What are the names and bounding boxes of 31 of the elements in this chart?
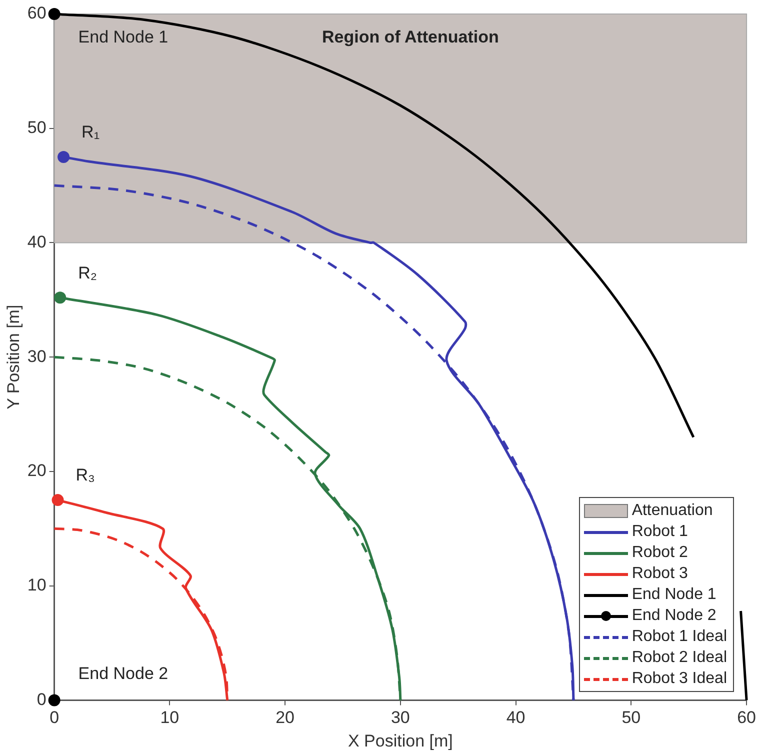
x-tick-label: 10 — [160, 708, 180, 728]
x-tick-label: 60 — [737, 708, 756, 728]
x-tick-label: 20 — [276, 708, 295, 728]
x-axis-title: X Position [m] — [348, 731, 453, 750]
y-tick-label: 40 — [27, 232, 46, 252]
y-tick-label: 60 — [27, 4, 46, 23]
annotation: End Node 2 — [78, 664, 168, 683]
annotation: R₂ — [78, 263, 97, 282]
legend-label: Robot 3 — [632, 564, 688, 582]
legend-label: Robot 1 — [632, 522, 688, 540]
legend-label: End Node 2 — [632, 606, 716, 624]
y-tick-label: 0 — [36, 690, 46, 709]
x-tick-label: 40 — [506, 708, 526, 728]
legend-label: Robot 2 — [632, 544, 688, 562]
legend-label: End Node 1 — [632, 586, 716, 604]
y-tick-label: 10 — [27, 576, 46, 595]
legend-label: Robot 3 Ideal — [632, 670, 727, 688]
y-tick-label: 50 — [27, 118, 46, 138]
y-tick-label: 30 — [27, 346, 46, 366]
x-tick-label: 0 — [50, 708, 60, 728]
legend-label: Attenuation — [632, 502, 713, 520]
annotation: End Node 1 — [78, 28, 168, 47]
y-axis-title: Y Position [m] — [4, 304, 23, 410]
y-tick-label: 20 — [27, 461, 46, 480]
annotation: R₃ — [76, 466, 95, 485]
x-tick-label: 50 — [622, 708, 641, 728]
x-tick-label: 30 — [390, 708, 410, 728]
legend-label: Robot 2 Ideal — [632, 648, 727, 666]
annotation: R₁ — [82, 122, 100, 142]
annotation: Region of Attenuation — [322, 28, 499, 47]
legend-label: Robot 1 Ideal — [632, 628, 727, 646]
